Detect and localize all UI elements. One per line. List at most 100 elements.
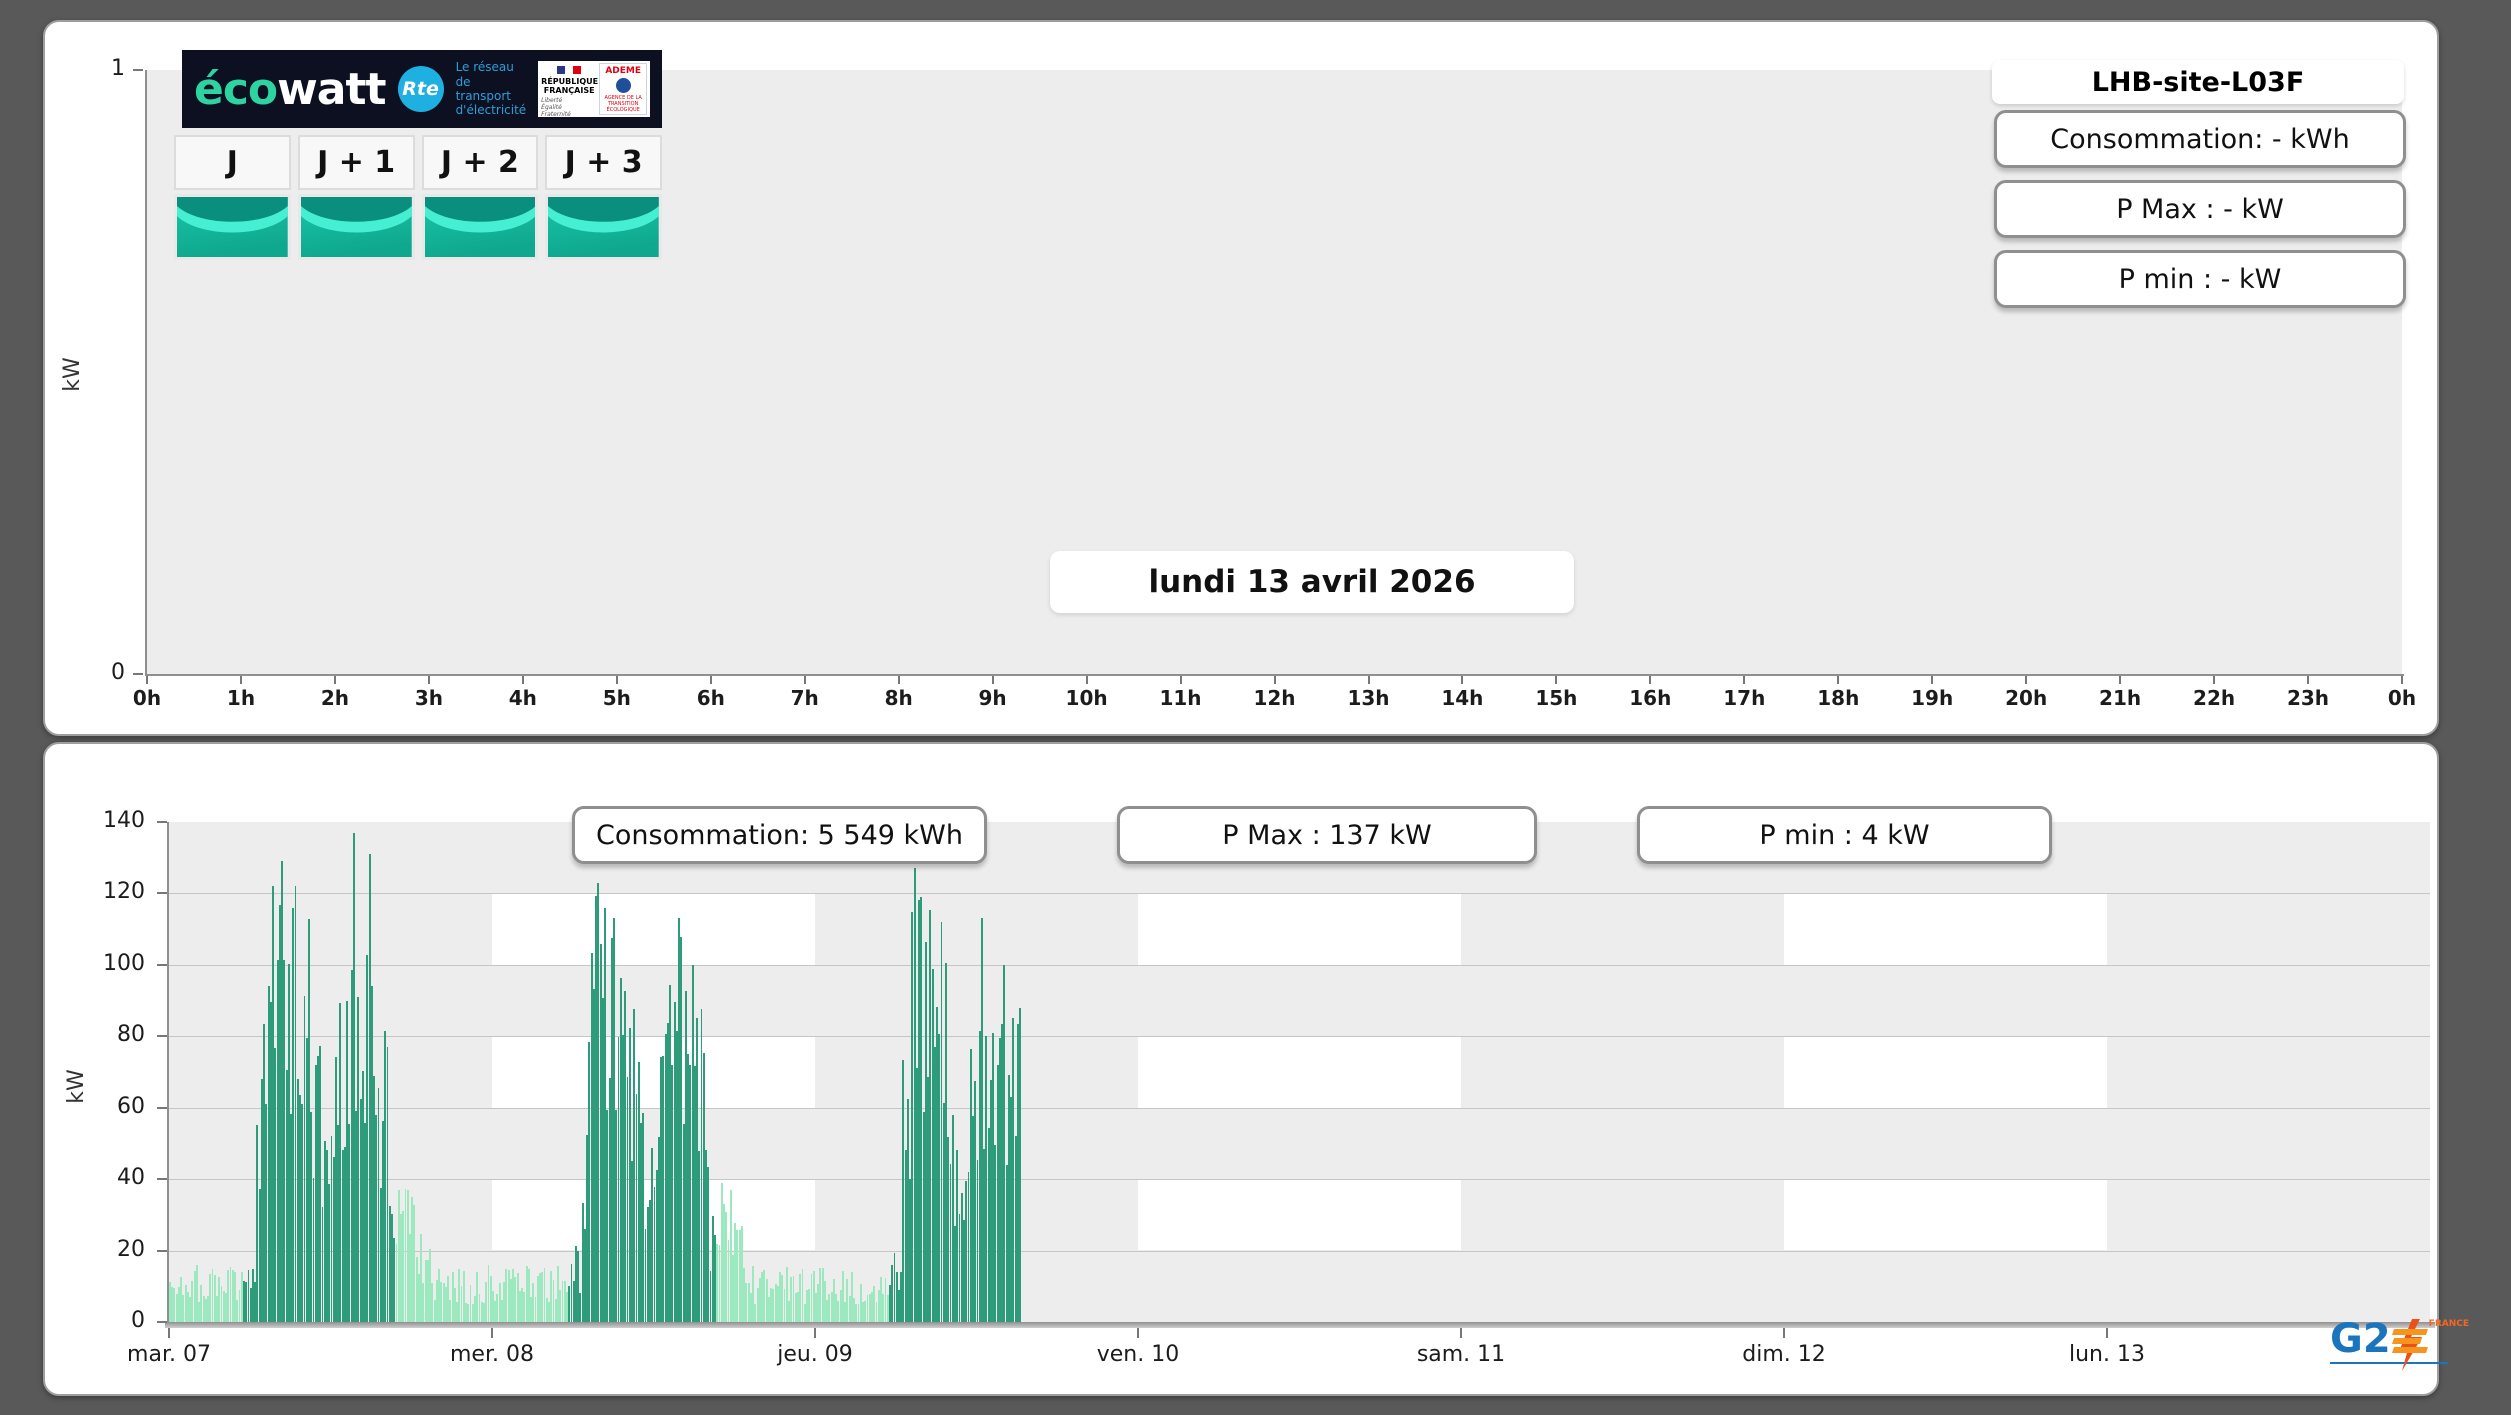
power-bar [287,964,290,1322]
power-bar [169,1282,171,1322]
top-x-tick-mark [709,676,712,684]
power-bar [317,1056,319,1322]
top-x-tick-mark [2025,676,2028,684]
history-y-tick-mark [157,963,167,966]
power-bar [557,1266,559,1322]
power-bar [438,1268,441,1322]
power-bar [653,1186,656,1322]
power-bar [696,1018,698,1322]
power-bar [889,1285,891,1322]
power-bar [574,1246,577,1322]
power-bar [1007,1075,1010,1322]
history-x-tick-label: jeu. 09 [777,1342,853,1367]
power-bar [319,1046,322,1322]
ecowatt-signal-green-j3[interactable] [545,194,662,260]
power-bar [711,1216,714,1322]
power-bar [272,886,275,1322]
top-x-tick-label: 18h [1817,686,1860,710]
gridline [169,893,2430,895]
power-bar [752,1265,755,1322]
top-x-tick-label: 8h [884,686,913,710]
stat-pmax: P Max : 137 kW [1117,806,1537,864]
gridline [169,964,2430,966]
ecowatt-signal-green-j2[interactable] [421,194,539,260]
power-bar [469,1285,472,1322]
top-x-tick-mark [240,676,242,684]
power-bar [290,1114,292,1322]
ecowatt-signal-images [174,194,662,260]
power-bar [467,1303,470,1322]
top-x-tick-mark [2213,676,2216,684]
power-bar [171,1287,174,1322]
history-y-tick-mark [157,1321,167,1323]
power-bar [736,1229,739,1322]
power-bar [826,1300,829,1322]
ecowatt-signal-green-j[interactable] [174,194,291,260]
power-bar [794,1293,797,1322]
power-bar [494,1300,497,1322]
power-bar [281,861,284,1322]
power-bar [756,1287,759,1322]
day-button-j[interactable]: J [174,135,291,190]
top-x-tick-label: 21h [2099,686,2142,710]
power-bar [177,1286,180,1322]
power-bar [989,1079,992,1322]
power-bar [357,997,360,1322]
power-bar [326,1149,328,1322]
power-bar [312,1177,315,1322]
day-button-j2[interactable]: J + 2 [421,135,539,190]
power-bar [231,1270,234,1322]
power-bar [431,1282,434,1322]
top-x-tick-label: 11h [1159,686,1202,710]
power-bar [417,1273,420,1322]
power-bar [974,1081,977,1322]
power-bar [337,1124,340,1322]
top-x-tick-mark [333,676,336,684]
republique-francaise-block: RÉPUBLIQUE FRANÇAISE Liberté Égalité Fra… [541,59,598,119]
top-x-tick-label: 1h [226,686,256,710]
power-bar [200,1284,203,1322]
history-y-tick-mark [157,1178,167,1181]
power-bar [352,832,355,1322]
power-bar [873,1285,876,1322]
stat-pmin: P min : 4 kW [1637,806,2052,864]
power-bar [985,1036,988,1322]
top-x-tick-label: 2h [320,686,349,710]
power-bar [388,1206,391,1322]
top-x-tick-mark [1837,676,1840,684]
power-bar [687,1054,690,1322]
power-bar [980,918,983,1322]
ecowatt-signal-green-j1[interactable] [297,194,415,260]
power-bar [195,1265,198,1322]
background-checker-cell [1138,1036,1461,1108]
power-bar [355,1111,358,1322]
top-x-tick-label: 22h [2193,686,2236,710]
power-bar [866,1294,869,1322]
power-bar [900,1272,903,1322]
power-bar [619,978,622,1322]
power-bar [660,1056,663,1322]
power-bar [420,1234,423,1322]
power-bar [503,1282,506,1322]
power-bar [532,1282,535,1322]
power-bar [747,1283,750,1322]
top-x-tick-mark [803,676,806,684]
history-y-tick-mark [157,1106,167,1109]
power-bar [732,1254,734,1322]
power-bar [904,1150,907,1322]
site-title: LHB-site-L03F [1992,60,2404,104]
power-bar [725,1212,728,1322]
power-bar [998,1038,1001,1322]
power-bar [758,1277,761,1322]
power-bar [209,1274,212,1322]
day-button-j1[interactable]: J + 1 [297,135,415,190]
top-x-tick-label: 9h [978,686,1007,710]
day-button-j3[interactable]: J + 3 [545,135,662,190]
top-y-tick-label: 1 [111,56,125,81]
power-bar [384,1030,387,1322]
power-bar [965,1181,968,1322]
power-bar [597,882,600,1322]
power-bar [987,1128,990,1322]
motto-line: Fraternité [541,111,571,119]
daily-forecast-panel: kW écowatt Rte Le réseau de transport d'… [43,20,2439,736]
